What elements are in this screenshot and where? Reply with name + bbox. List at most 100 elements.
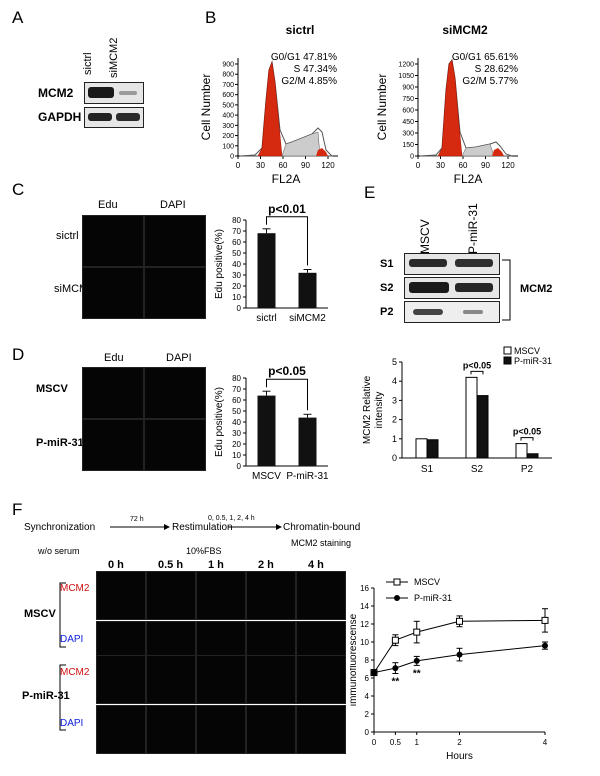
micrograph-edu-simcm2 — [82, 267, 144, 319]
histogram-stat: G2/M 4.85% — [281, 76, 337, 87]
time-label: 0.5 h — [158, 559, 184, 571]
micrograph-mcm2 — [196, 571, 246, 620]
micrograph-mcm2 — [146, 571, 196, 620]
micrograph-dapi-mscv — [144, 367, 206, 419]
x-tick-label: MSCV — [252, 471, 281, 482]
group-brackets — [59, 582, 66, 731]
micrograph-dapi — [196, 705, 246, 754]
blot-band — [455, 259, 493, 267]
y-tick-label: 20 — [232, 440, 241, 449]
x-tick-label: 120 — [321, 161, 335, 170]
y-tick-label: 50 — [232, 249, 241, 258]
legend-label: P-miR-31 — [514, 356, 552, 366]
data-point — [413, 628, 421, 636]
panel-letter-a: A — [12, 8, 24, 27]
y-tick-label: 400 — [222, 113, 234, 120]
row-label-p-mir-31: P-miR-31 — [36, 437, 84, 449]
stain-label-dapi: DAPI — [60, 718, 84, 729]
x-tick-label: 60 — [459, 161, 468, 170]
significance-label: p<0.05 — [463, 360, 491, 370]
blot-band — [409, 282, 449, 293]
bar — [476, 395, 489, 459]
y-tick-label: 0 — [230, 154, 234, 161]
y-tick-label: 1050 — [398, 73, 414, 80]
y-tick-label: 70 — [232, 227, 241, 236]
blot-band — [463, 310, 483, 314]
y-axis-label: immunofluorescense — [350, 613, 359, 706]
workflow-step-1-sub: w/o serum — [37, 546, 80, 556]
micrograph-dapi — [246, 705, 296, 754]
time-label: 0 h — [108, 559, 124, 571]
x-tick-label: P-miR-31 — [286, 471, 329, 482]
time-label: 2 h — [258, 559, 274, 571]
x-tick-label: siMCM2 — [289, 313, 326, 324]
bar-chart-mcm2-intensity: 0 1 2 3 4 5 MCM2 Relative intensity S1 S2 P2 p<0.05… — [362, 346, 552, 475]
x-tick-label: 120 — [501, 161, 515, 170]
x-tick-label: S2 — [471, 464, 484, 475]
y-tick-label: 70 — [232, 385, 241, 394]
row-label-mcm2: MCM2 — [38, 86, 74, 100]
workflow-step-3: Chromatin-bounding — [283, 522, 360, 533]
row-label-p2: P2 — [380, 306, 394, 318]
panel-letter-b: B — [205, 8, 217, 27]
x-tick-label: 90 — [481, 161, 490, 170]
y-tick-label: 6 — [365, 674, 370, 683]
column-label-edu: Edu — [104, 352, 124, 364]
row-label-s2: S2 — [380, 282, 394, 294]
y-axis-label: intensity — [374, 392, 385, 429]
data-point — [392, 665, 399, 672]
workflow-step-2-sub: 10%FBS — [186, 546, 222, 556]
y-tick-label: 800 — [222, 72, 234, 79]
histogram-stat: S 28.62% — [475, 64, 518, 75]
bar — [257, 233, 276, 308]
legend-label: MSCV — [514, 346, 540, 356]
y-tick-label: 2 — [365, 710, 370, 719]
blot-band — [88, 87, 114, 98]
histogram-title-simcm2: siMCM2 — [442, 23, 488, 37]
y-tick-label: 10 — [360, 638, 369, 647]
x-tick-label: 30 — [256, 161, 265, 170]
column-label-dapi: DAPI — [160, 199, 186, 211]
y-tick-label: 10 — [232, 293, 241, 302]
x-tick-label: 0.5 — [390, 738, 402, 747]
y-tick-label: 200 — [222, 133, 234, 140]
lane-label-p-mir-31: P-miR-31 — [466, 203, 480, 254]
micrograph-dapi — [96, 705, 146, 754]
bar-chart-edu-mir31: 0 10 20 30 40 50 60 70 80 Edu positive(%) MSCV P-mi… — [214, 364, 329, 482]
panel-letter-c: C — [12, 180, 25, 199]
column-label-dapi: DAPI — [166, 352, 192, 364]
y-tick-label: 14 — [360, 602, 369, 611]
group-label-mscv: MSCV — [24, 608, 56, 620]
y-tick-label: 100 — [222, 143, 234, 150]
legend-swatch — [503, 356, 512, 365]
stain-label-dapi: DAPI — [60, 634, 84, 645]
workflow-arrow-2-label: 0, 0.5, 1, 2, 4 h — [208, 515, 255, 522]
panel-letter-f: F — [12, 500, 23, 519]
micrograph-dapi — [296, 705, 346, 754]
y-tick-label: 0 — [410, 154, 414, 161]
workflow-step-2: Restimulation — [172, 522, 233, 533]
histogram-stat: S 47.34% — [294, 64, 337, 75]
histogram-left-yticks: 0 100 200 300 400 500 600 700 800 900 — [222, 62, 238, 161]
micrograph-mcm2 — [246, 655, 296, 704]
y-tick-label: 16 — [360, 584, 369, 593]
data-point — [413, 657, 420, 664]
y-tick-label: 2 — [392, 415, 397, 425]
legend-label: P-miR-31 — [414, 593, 452, 603]
y-tick-label: 1 — [392, 434, 397, 444]
blot-band — [409, 259, 447, 267]
y-tick-label: 30 — [232, 429, 241, 438]
micrograph-dapi-simcm2 — [144, 267, 206, 319]
y-tick-label: 80 — [232, 216, 241, 225]
x-tick-label: S1 — [421, 464, 434, 475]
y-tick-label: 12 — [360, 620, 369, 629]
y-tick-label: 40 — [232, 260, 241, 269]
data-point — [541, 616, 549, 624]
blot-gapdh — [84, 107, 144, 128]
y-tick-label: 5 — [392, 357, 397, 367]
x-tick-label: 2 — [457, 738, 462, 747]
y-tick-label: 8 — [365, 656, 370, 665]
x-tick-label: 30 — [436, 161, 445, 170]
significance-bracket — [266, 378, 308, 411]
stain-label-mcm2: MCM2 — [60, 667, 90, 678]
